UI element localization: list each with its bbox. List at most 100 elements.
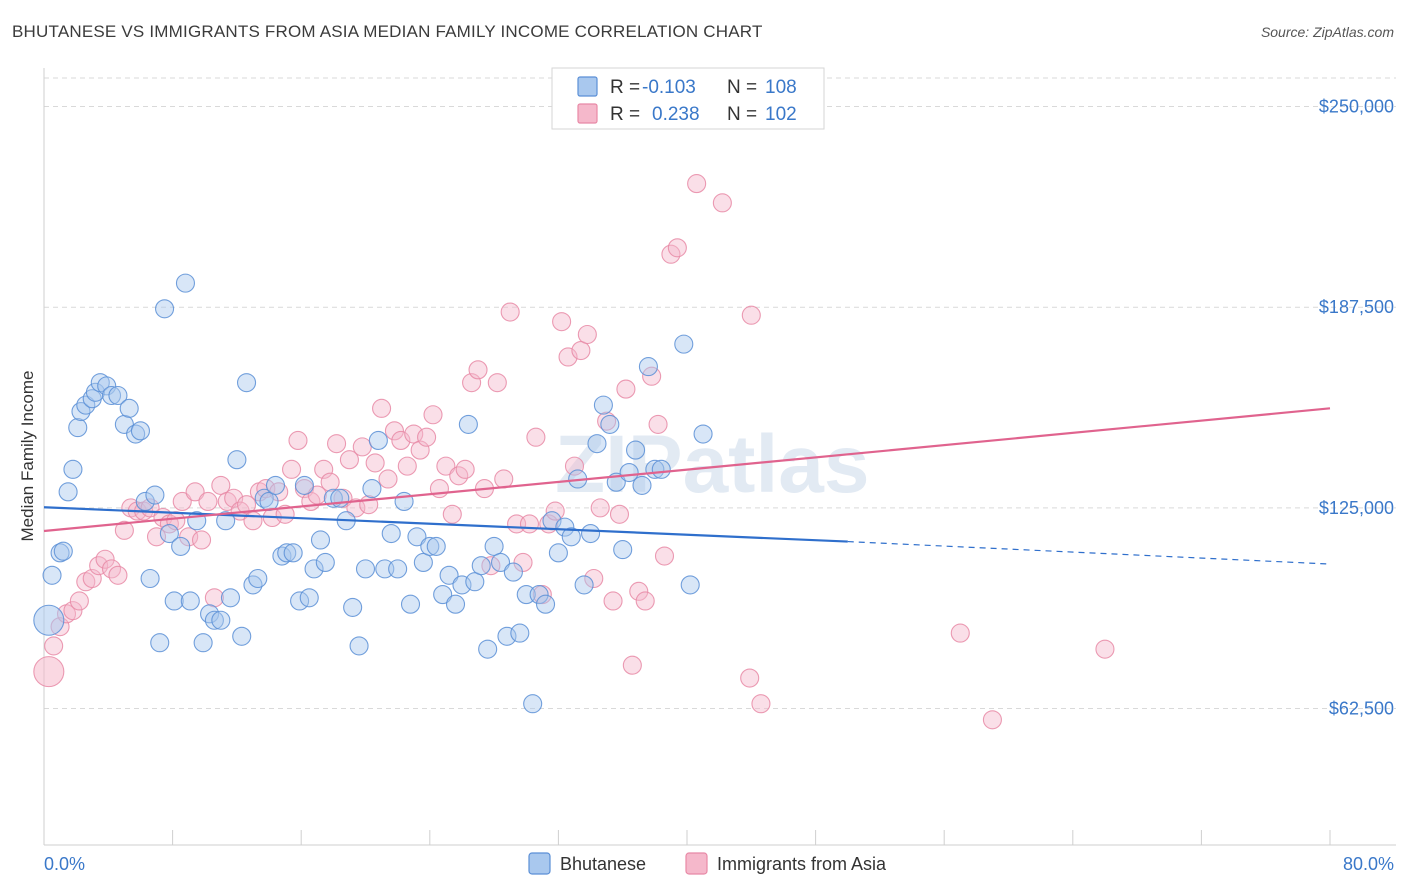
data-point (277, 543, 297, 563)
data-point (741, 305, 761, 325)
data-point (378, 469, 398, 489)
data-point (455, 459, 475, 479)
data-point (179, 527, 199, 547)
data-point (420, 536, 440, 556)
data-point (346, 498, 366, 518)
data-point (232, 626, 252, 646)
data-point (950, 623, 970, 643)
data-point (436, 456, 456, 476)
data-point (185, 482, 205, 502)
data-point (500, 302, 520, 322)
data-point (597, 411, 617, 431)
data-point (552, 312, 572, 332)
y-axis-label: Median Family Income (18, 370, 37, 541)
data-point (68, 418, 88, 438)
data-point (355, 559, 376, 579)
data-point (609, 504, 630, 524)
data-point (555, 517, 575, 537)
data-point (69, 591, 89, 611)
data-point (497, 626, 517, 646)
data-point (400, 594, 421, 614)
y-tick-labels: $62,500 $125,000 $187,500 $250,000 (1319, 97, 1394, 719)
legend-n-value-2: 102 (765, 104, 797, 125)
data-point (445, 594, 466, 614)
data-point (119, 398, 139, 418)
data-point (593, 395, 613, 415)
y-tick-label: $125,000 (1319, 498, 1394, 518)
data-point (613, 540, 633, 560)
x-tick-marks (43, 830, 1331, 845)
data-point (63, 459, 83, 479)
data-point (494, 469, 514, 489)
data-point (674, 334, 694, 354)
data-point (327, 434, 347, 454)
data-point (368, 430, 388, 450)
data-point (561, 527, 581, 547)
data-point (339, 450, 359, 470)
legend-n-value-1: 108 (765, 77, 797, 98)
data-point (198, 491, 218, 512)
data-point (648, 414, 668, 434)
data-point (140, 568, 160, 589)
data-point (513, 552, 533, 573)
legend-n-label-2: N = (727, 104, 757, 125)
data-point (220, 588, 241, 608)
data-point (629, 581, 649, 601)
y-tick-label: $62,500 (1329, 699, 1394, 719)
bottom-legend-swatch-pink (685, 852, 708, 875)
chart-title: BHUTANESE VS IMMIGRANTS FROM ASIA MEDIAN… (12, 22, 763, 41)
data-point (33, 604, 65, 636)
data-point (510, 623, 530, 643)
data-point (42, 565, 62, 585)
legend-r-label-2: R = (610, 104, 640, 125)
data-point (85, 382, 105, 402)
trend-lines (43, 407, 1331, 565)
data-point (180, 591, 200, 611)
legend-n-label-1: N = (727, 77, 757, 98)
data-point (487, 373, 507, 393)
data-point (442, 504, 462, 524)
data-point (388, 559, 408, 579)
data-point (265, 475, 286, 495)
data-point (44, 636, 64, 656)
data-point (548, 543, 568, 563)
data-point (982, 710, 1002, 730)
legend-swatch-pink (577, 103, 598, 124)
data-point (236, 373, 257, 393)
data-point (53, 541, 73, 561)
y-tick-label: $250,000 (1319, 97, 1394, 117)
x-tick-label-max: 80.0% (1343, 854, 1394, 874)
trend-line-immigrants (43, 407, 1331, 533)
data-point (587, 434, 607, 454)
data-point (159, 524, 179, 544)
data-point (478, 639, 498, 659)
data-point (372, 398, 392, 418)
data-point (571, 340, 591, 361)
data-point (439, 565, 459, 585)
data-point (712, 193, 732, 213)
bottom-legend: Bhutanese Immigrants from Asia (528, 852, 887, 875)
data-point (155, 299, 175, 319)
data-point (114, 520, 134, 540)
data-point (687, 174, 707, 194)
data-point (574, 575, 594, 595)
data-point (130, 421, 150, 441)
data-point (288, 430, 308, 450)
data-point (693, 424, 713, 444)
data-point (164, 591, 184, 611)
data-point (503, 562, 523, 582)
data-point (283, 543, 303, 563)
data-point (417, 427, 437, 447)
legend-swatch-blue (577, 76, 598, 97)
data-point (622, 655, 642, 675)
chart-source: Source: ZipAtlas.com (1260, 24, 1394, 40)
legend: R = -0.103 N = 108 R = 0.238 N = 102 (551, 67, 825, 130)
data-point (172, 491, 192, 512)
data-point (349, 636, 369, 656)
legend-r-value-1: -0.103 (642, 77, 696, 98)
data-point (150, 633, 170, 653)
data-point (108, 385, 128, 406)
trend-line-bhutanese-extension (847, 540, 1331, 565)
data-point (315, 552, 335, 573)
